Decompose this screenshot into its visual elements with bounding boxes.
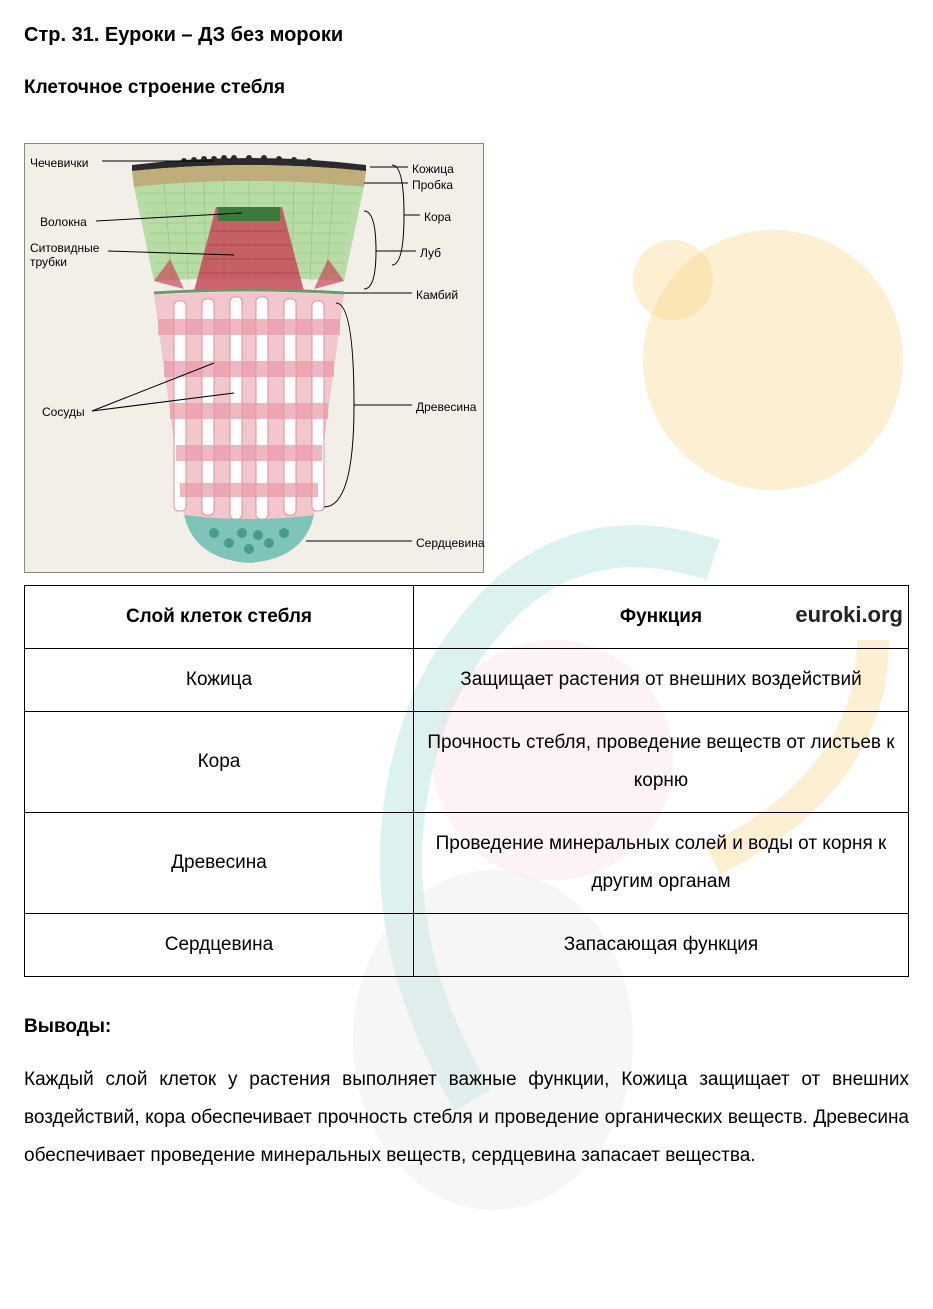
conclusion-text: Каждый слой клеток у растения выполняет … [24,1061,909,1175]
table-cell-func: Проведение минеральных солей и воды от к… [413,812,908,913]
diagram-label-bark: Кора [424,208,451,226]
diagram-label-pith: Сердцевина [416,534,485,552]
page-title: Стр. 31. Еуроки – ДЗ без мороки [24,20,909,50]
diagram-label-phloem: Луб [420,244,441,262]
table-cell-layer: Кожица [25,648,414,711]
page-subtitle: Клеточное строение стебля [24,74,909,103]
stem-cross-section-svg [124,151,374,565]
stem-layers-table: Слой клеток стебля Функция Кожица Защища… [24,585,909,977]
diagram-label-cork: Пробка [412,176,453,194]
table-cell-layer: Кора [25,711,414,812]
diagram-label-vessels: Сосуды [42,403,85,421]
table-row: Кожица Защищает растения от внешних возд… [25,648,909,711]
diagram-label-xylem: Древесина [416,398,476,416]
diagram-label-fibers: Волокна [40,213,87,231]
diagram-label-lenticels: Чечевички [30,154,88,172]
diagram-label-cambium: Камбий [416,286,458,304]
table-row: Сердцевина Запасающая функция [25,913,909,976]
table-cell-func: Защищает растения от внешних воздействий [413,648,908,711]
stem-diagram: Чечевички Волокна Ситовидные трубки Сосу… [24,143,484,573]
table-cell-func: Запасающая функция [413,913,908,976]
table-cell-func: Прочность стебля, проведение веществ от … [413,711,908,812]
diagram-label-sieve2: трубки [30,253,67,271]
conclusion-title: Выводы: [24,1013,909,1042]
watermark-url: euroki.org [795,598,903,631]
table-cell-layer: Древесина [25,812,414,913]
table-header-layer: Слой клеток стебля [25,585,414,648]
table-cell-layer: Сердцевина [25,913,414,976]
table-header-row: Слой клеток стебля Функция [25,585,909,648]
table-row: Кора Прочность стебля, проведение вещест… [25,711,909,812]
table-row: Древесина Проведение минеральных солей и… [25,812,909,913]
